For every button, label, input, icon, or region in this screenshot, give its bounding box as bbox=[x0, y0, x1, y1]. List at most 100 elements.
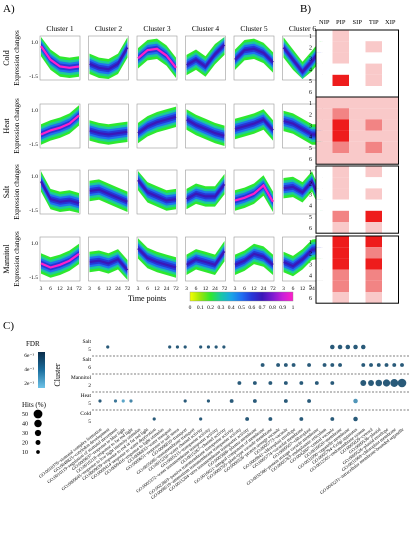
x-tick-label: 6 bbox=[195, 286, 198, 292]
membership-band-low bbox=[283, 37, 322, 79]
go-enrichment-dot bbox=[199, 417, 203, 421]
cluster-profile-plot bbox=[39, 35, 81, 81]
x-tick-label: 6 bbox=[146, 286, 149, 292]
x-tick-label: 3 bbox=[40, 286, 43, 292]
heatmap-cell bbox=[316, 236, 333, 248]
heatmap-cell bbox=[349, 97, 366, 109]
heatmap-cell bbox=[316, 97, 333, 109]
heatmap-cell bbox=[382, 210, 399, 222]
heatmap-cell bbox=[365, 108, 382, 120]
x-tick-label: 24 bbox=[115, 286, 121, 292]
go-enrichment-dot bbox=[337, 344, 343, 350]
heatmap-row-label: 6 bbox=[309, 226, 312, 232]
heatmap-cell bbox=[316, 52, 333, 64]
cluster-centroid-line bbox=[40, 180, 80, 205]
membership-band-core bbox=[41, 250, 79, 271]
x-tick-label: 3 bbox=[185, 286, 188, 292]
heatmap-cell bbox=[382, 63, 399, 75]
membership-tick-label: 0 bbox=[189, 305, 192, 311]
membership-band-core bbox=[138, 45, 176, 71]
cluster-profile-plot bbox=[39, 103, 81, 149]
heatmap-block: 1 2 3 4 5 6 bbox=[309, 29, 399, 98]
heatmap-cell bbox=[332, 177, 349, 189]
x-tick-label: 24 bbox=[309, 286, 315, 292]
go-enrichment-dot bbox=[299, 381, 304, 385]
x-tick-label: 72 bbox=[270, 286, 276, 292]
panel-c-go-enrichment: FDR 6e⁻¹ 4e⁻¹ 2e⁻¹ Hits (%) 50 40 30 20 10 Cluster… bbox=[22, 339, 409, 500]
membership-band-core bbox=[89, 127, 128, 138]
y-tick-label: -1.5 bbox=[29, 142, 38, 148]
heatmap-block: 1 2 3 4 5 6 bbox=[309, 165, 399, 234]
x-tick-label: 24 bbox=[261, 286, 267, 292]
y-tick-label: 1.0 bbox=[31, 40, 38, 46]
go-enrichment-dot bbox=[384, 363, 389, 367]
cluster-profile-plot bbox=[39, 169, 81, 215]
y-tick-label: 1.0 bbox=[31, 108, 38, 114]
heatmap-row-label: 3 bbox=[309, 193, 312, 199]
heatmap-cell bbox=[349, 119, 366, 131]
go-enrichment-dot bbox=[314, 381, 319, 385]
heatmap-cell bbox=[365, 258, 382, 270]
cluster-profile-plot bbox=[233, 236, 275, 282]
heatmap-row-label: 6 bbox=[309, 90, 312, 96]
row-condition-label: Heat bbox=[81, 393, 92, 399]
go-enrichment-dot bbox=[353, 344, 358, 350]
heatmap-cell bbox=[316, 166, 333, 178]
heatmap-cell bbox=[349, 210, 366, 222]
heatmap-row-label: 1 bbox=[309, 240, 312, 246]
cluster-centroid-line bbox=[137, 47, 177, 69]
heatmap-cell bbox=[349, 177, 366, 189]
heatmap-cell bbox=[365, 222, 382, 234]
heatmap-cell bbox=[382, 166, 399, 178]
go-enrichment-dot bbox=[291, 363, 296, 367]
heatmap-cell bbox=[316, 153, 333, 165]
hits-legend-title: Hits (%) bbox=[22, 401, 47, 409]
heatmap-cell bbox=[349, 74, 366, 86]
heatmap-cell bbox=[332, 86, 349, 98]
go-enrichment-dot bbox=[252, 399, 257, 403]
go-enrichment-dot bbox=[392, 363, 397, 367]
go-enrichment-dot bbox=[175, 345, 180, 349]
panel-a-label: A) bbox=[3, 3, 15, 15]
heatmap-border bbox=[315, 165, 399, 234]
heatmap-border bbox=[315, 96, 399, 165]
go-enrichment-dot bbox=[353, 398, 358, 404]
go-enrichment-dot bbox=[199, 345, 203, 349]
go-enrichment-dot bbox=[307, 363, 311, 367]
go-enrichment-dot bbox=[276, 363, 281, 367]
heatmap-cell bbox=[332, 247, 349, 259]
heatmap-cell bbox=[382, 177, 399, 189]
heatmap-cell bbox=[365, 153, 382, 165]
cluster-profile-plot bbox=[136, 103, 178, 149]
go-enrichment-dot bbox=[330, 344, 335, 350]
go-enrichment-dot bbox=[338, 363, 342, 367]
x-tick-label: 72 bbox=[76, 286, 82, 292]
heatmap-cell bbox=[365, 210, 382, 222]
y-tick-label: -1.5 bbox=[29, 208, 38, 214]
go-enrichment-dot bbox=[206, 345, 210, 349]
x-tick-label: 12 bbox=[203, 286, 209, 292]
heatmap-cell bbox=[382, 141, 399, 153]
cluster-profile-plot bbox=[136, 169, 178, 215]
hits-legend-dot bbox=[33, 409, 43, 419]
heatmap-cell bbox=[332, 141, 349, 153]
heatmap-border bbox=[315, 235, 399, 304]
row-cluster-label: 5 bbox=[88, 347, 91, 353]
go-enrichment-dot bbox=[360, 380, 367, 386]
heatmap-cell bbox=[365, 236, 382, 248]
fdr-tick-label: 6e⁻¹ bbox=[24, 353, 34, 359]
heatmap-row-label: 2 bbox=[309, 251, 312, 257]
heatmap-row-label: 1 bbox=[309, 101, 312, 107]
go-enrichment-dot bbox=[206, 399, 210, 403]
heatmap-cell bbox=[332, 41, 349, 53]
cluster-centroid-line bbox=[234, 47, 274, 64]
cluster-centroid-line bbox=[234, 252, 274, 266]
cluster-profile-plot bbox=[39, 236, 81, 282]
heatmap-cell bbox=[382, 222, 399, 234]
heatmap-cell bbox=[332, 258, 349, 270]
heatmap-row-label: 2 bbox=[309, 112, 312, 118]
heatmap-cell bbox=[365, 269, 382, 281]
heatmap-row-label: 6 bbox=[309, 157, 312, 163]
heatmap-cell bbox=[349, 236, 366, 248]
